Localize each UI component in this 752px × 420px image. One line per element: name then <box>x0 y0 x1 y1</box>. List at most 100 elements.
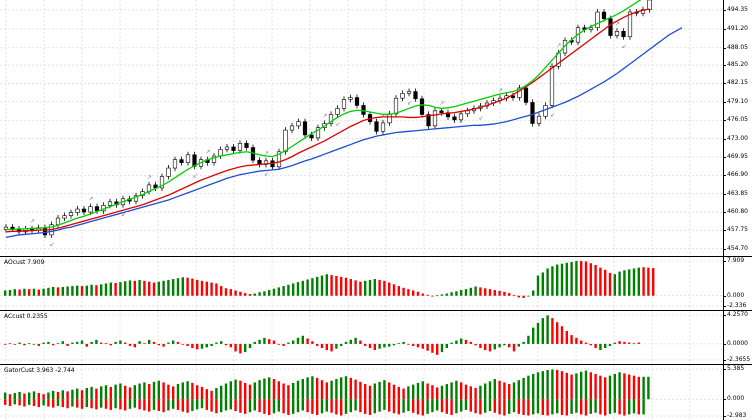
gator-bar <box>541 399 544 415</box>
fractal-down-icon: ↙ <box>193 172 198 179</box>
candle-body <box>361 105 366 115</box>
candle-body <box>419 98 425 115</box>
gator-bar <box>95 399 98 410</box>
ac-histogram[interactable] <box>0 311 723 364</box>
ao-bar <box>13 289 16 296</box>
ac-bar <box>584 342 588 344</box>
candle-body <box>88 206 93 213</box>
gator-bar <box>287 385 290 400</box>
ao-bar <box>210 282 213 296</box>
ao-tick-label: -2.336 <box>727 302 747 309</box>
gator-bar <box>493 379 496 400</box>
gator-histogram[interactable] <box>0 365 723 420</box>
gator-bar <box>484 383 487 400</box>
gator-bar <box>186 399 189 413</box>
gator-bar <box>455 399 458 414</box>
candle-body <box>309 134 314 139</box>
candle-body <box>94 206 100 212</box>
candle-body <box>133 195 139 202</box>
axis-tick-mark <box>723 193 726 195</box>
ao-bar <box>205 281 208 296</box>
ac-bar <box>306 338 309 344</box>
gator-bar <box>13 399 16 405</box>
gator-bar <box>220 385 223 400</box>
ao-bar <box>292 283 295 296</box>
gator-bar <box>469 399 472 412</box>
ac-bar <box>143 343 146 345</box>
candle-body <box>341 99 347 109</box>
ac-bar <box>407 343 410 345</box>
ac-pane[interactable]: ACcust 0.2355 <box>0 311 723 364</box>
ac-bar <box>272 340 276 344</box>
gator-bar <box>364 399 367 414</box>
gator-bar <box>37 393 40 400</box>
ac-bar <box>440 343 444 353</box>
gator-bar <box>200 399 204 409</box>
ao-bar <box>532 290 535 296</box>
candle-body <box>29 228 35 231</box>
gator-bar <box>512 399 516 413</box>
ao-bar <box>85 285 88 296</box>
candle-body <box>55 217 61 225</box>
gator-bar <box>124 385 127 400</box>
ac-tick-label: 4.2570 <box>727 311 748 318</box>
ac-bar <box>460 338 463 344</box>
ao-bar <box>224 288 228 296</box>
gator-bar <box>354 399 357 411</box>
candle-body <box>348 97 353 100</box>
candle-body <box>107 201 113 206</box>
pane-separator <box>0 364 752 365</box>
ao-bar <box>623 270 626 296</box>
ao-bar <box>263 291 266 296</box>
fractal-down-icon: ↙ <box>121 211 126 218</box>
price-chart-pane[interactable]: ↗ ↙ ↗ ↙ ↗ ↙ ↗ ↗ ↙ ↗ ↙ ↗ ↙ ↗ ↙ ↗ ↙ ↗ ↗ ↙ <box>0 0 723 256</box>
fractal-up-icon: ↗ <box>147 174 152 181</box>
ac-bar <box>436 343 439 355</box>
gator-bar <box>464 399 468 410</box>
ac-bar <box>100 342 103 344</box>
gator-bar <box>23 393 26 400</box>
ao-bar <box>589 263 592 296</box>
ao-pane[interactable]: AOcust 7.909 <box>0 257 723 310</box>
ac-bar <box>292 340 295 344</box>
ac-bar <box>397 343 400 345</box>
ac-bar <box>536 322 540 344</box>
ao-bar <box>493 290 496 296</box>
ao-bar <box>258 292 261 296</box>
gator-bar <box>13 393 16 400</box>
price-tick-label: 494.35 <box>727 5 748 13</box>
ao-bar <box>570 261 573 296</box>
ao-bar <box>397 286 400 296</box>
gator-bar <box>517 399 520 414</box>
ac-bar <box>416 343 420 348</box>
fractal-up-icon: ↗ <box>89 196 94 203</box>
gator-bar <box>589 372 592 400</box>
ao-histogram[interactable] <box>0 257 723 310</box>
price-tick-label: 454.70 <box>727 244 748 252</box>
ac-bar <box>493 343 496 350</box>
ac-bar <box>565 331 568 344</box>
gator-bar <box>61 390 64 400</box>
ao-bar <box>100 284 103 296</box>
ao-bar <box>388 282 391 296</box>
candle-body <box>172 159 178 169</box>
ao-bar <box>464 289 468 296</box>
gator-bar <box>61 399 64 408</box>
ac-bar <box>56 343 60 345</box>
gator-axis: 5.385 0.000 -2.983 <box>723 365 752 420</box>
gator-pane[interactable]: GatorCust 3.963 -2.744 <box>0 365 723 420</box>
gator-bar <box>71 389 74 400</box>
gator-bar <box>445 384 448 400</box>
ac-bar <box>311 341 314 344</box>
gator-bar <box>522 377 525 400</box>
gator-bar <box>503 382 506 400</box>
gator-bar <box>589 399 592 414</box>
gator-bar <box>340 399 343 416</box>
ac-bar <box>282 343 285 346</box>
price-chart[interactable]: ↗ ↙ ↗ ↙ ↗ ↙ ↗ ↗ ↙ ↗ ↙ ↗ ↙ ↗ ↙ ↗ ↙ ↗ ↗ ↙ <box>0 0 723 256</box>
price-tick-label: 457.75 <box>727 226 748 234</box>
candle-body <box>536 115 542 124</box>
ao-bar <box>378 279 381 296</box>
ac-bar <box>234 343 237 352</box>
ac-bar <box>52 343 55 346</box>
